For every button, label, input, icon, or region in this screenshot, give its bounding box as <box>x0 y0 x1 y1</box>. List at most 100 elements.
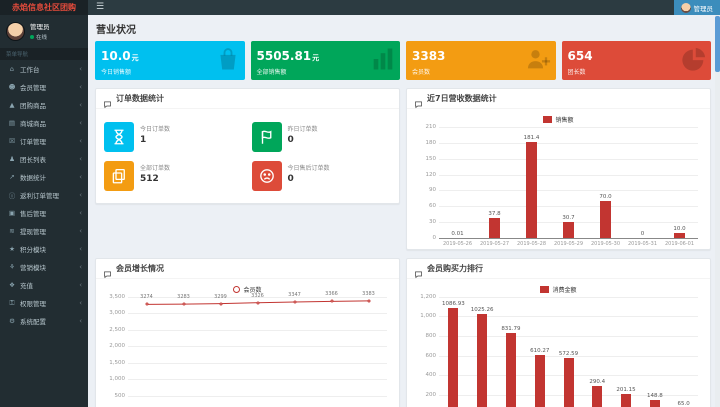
data-point[interactable] <box>145 302 148 306</box>
stat-label: 团长数 <box>567 69 586 76</box>
y-axis-tick-label: 1,200 <box>420 294 436 300</box>
revenue-chart-header: 近7日营收数据统计 <box>407 89 710 109</box>
revenue-chart-panel: 近7日营收数据统计 销售额 0 30 60 90 120 150 180 210 0.01 37.8… <box>406 88 711 250</box>
data-point[interactable] <box>182 302 185 306</box>
sidebar-item-10[interactable]: ★ 积分模块 ‹ <box>0 240 88 258</box>
sidebar-item-label: 返利订单管理 <box>20 192 59 200</box>
data-point[interactable] <box>219 302 222 306</box>
sidebar-item-3[interactable]: ▤ 商城商品 ‹ <box>0 114 88 132</box>
stat-value: 5505.81 <box>256 49 312 63</box>
bar[interactable] <box>674 232 685 238</box>
point-value-label: 3383 <box>362 290 375 297</box>
x-axis-tick-label: 2019-05-28 <box>516 241 547 247</box>
y-axis-tick-label: 600 <box>425 352 437 359</box>
user-add-icon <box>525 45 553 73</box>
bar-value-label: 201.15 <box>616 387 636 394</box>
sidebar-item-5[interactable]: ♟ 团长列表 ‹ <box>0 150 88 168</box>
stat-card-1[interactable]: 5505.81元 全部销售额 <box>250 41 400 80</box>
chevron-left-icon: ‹ <box>79 245 82 253</box>
data-point[interactable] <box>330 299 333 303</box>
sidebar-item-4[interactable]: ☒ 订单管理 ‹ <box>0 132 88 150</box>
y-axis-tick-label: 500 <box>114 392 126 399</box>
data-point[interactable] <box>367 299 370 303</box>
sidebar-menu: ⌂ 工作台 ‹ ☻ 会员管理 ‹ ▲ 团购商品 ‹ ▤ 商城商品 ‹ ☒ 订单管理 ‹ ♟ 团长列表 ‹ ↗ 数据统计… <box>0 60 88 330</box>
bar[interactable] <box>505 332 516 407</box>
tile-label: 今日售后订单数 <box>287 165 330 172</box>
bar[interactable] <box>592 385 603 407</box>
gridline <box>439 190 698 192</box>
gridline <box>128 297 387 298</box>
bar[interactable] <box>563 358 574 407</box>
sidebar-item-14[interactable]: ⚙ 系统配置 ‹ <box>0 312 88 330</box>
tile-label: 今日订单数 <box>140 126 171 133</box>
bar[interactable] <box>526 142 537 238</box>
menu-icon[interactable]: ☰ <box>96 2 105 12</box>
online-status: 在线 <box>30 33 50 41</box>
pie-chart-icon <box>680 45 708 73</box>
tile-label: 全部订单数 <box>140 165 171 172</box>
member-growth-panel: 会员增长情况 会员数05001,0001,5002,0002,5003,0003… <box>95 258 400 407</box>
stat-label: 会员数 <box>412 69 431 76</box>
stat-card-0[interactable]: 10.0元 今日销售额 <box>95 41 245 80</box>
bar[interactable] <box>649 399 660 407</box>
legend-swatch-icon <box>233 285 241 293</box>
bar[interactable] <box>489 218 500 238</box>
sidebar-item-6[interactable]: ↗ 数据统计 ‹ <box>0 168 88 186</box>
sidebar-item-11[interactable]: ⚘ 营销模块 ‹ <box>0 258 88 276</box>
sidebar-item-12[interactable]: ❖ 充值 ‹ <box>0 276 88 294</box>
gridline <box>128 379 387 381</box>
legend-swatch-icon <box>540 285 550 293</box>
sidebar-item-1[interactable]: ☻ 会员管理 ‹ <box>0 78 88 96</box>
gridline <box>128 313 387 315</box>
bar[interactable] <box>563 221 574 238</box>
auth-icon: ⚿ <box>9 298 15 307</box>
bar-value-label: 1086.93 <box>442 301 465 308</box>
stat-card-2[interactable]: 3383 会员数 <box>406 41 556 80</box>
data-point[interactable] <box>293 300 296 304</box>
main-content: 营业状况 10.0元 今日销售额 5505.81元 全部销售额 3383 会员数 654 团长… <box>88 15 720 407</box>
page-scrollbar <box>715 15 720 407</box>
stats-icon: ↗ <box>9 173 15 181</box>
bar[interactable] <box>448 308 459 407</box>
stat-card-3[interactable]: 654 团长数 <box>561 41 711 80</box>
user-menu[interactable]: 管理员 <box>673 0 720 15</box>
bar-value-label: 1025.26 <box>470 307 494 314</box>
chart-legend[interactable]: 销售额 <box>413 113 704 125</box>
sidebar-item-13[interactable]: ⚿ 权限管理 ‹ <box>0 294 88 312</box>
legend-label: 消费金额 <box>552 286 577 294</box>
avatar[interactable] <box>6 21 25 41</box>
brand-logo[interactable]: 赤焰信息社区团购 <box>0 0 88 15</box>
bar[interactable] <box>621 394 632 407</box>
data-point[interactable] <box>256 301 259 305</box>
sidebar-item-7[interactable]: ⓘ 返利订单管理 ‹ <box>0 186 88 204</box>
bar-value-label: 37.8 <box>488 211 501 218</box>
group-buy-icon: ▲ <box>9 101 15 109</box>
chart-legend[interactable]: 会员数 <box>102 283 393 295</box>
purchase-rank-header: 会员购买力排行 <box>407 259 710 279</box>
order-tiles: 今日订单数 1 昨日订单数 0 全部订单数 512 今日售后订单数 0 <box>96 109 399 203</box>
gridline <box>439 158 698 160</box>
sidebar-item-9[interactable]: ≋ 提现管理 ‹ <box>0 222 88 240</box>
gridline <box>439 335 698 337</box>
x-axis-tick-label: 2019-06-01 <box>664 241 695 247</box>
chevron-left-icon: ‹ <box>79 65 82 73</box>
sidebar-item-2[interactable]: ▲ 团购商品 ‹ <box>0 96 88 114</box>
bar[interactable] <box>534 354 545 407</box>
bar[interactable] <box>600 201 611 238</box>
bar-value-label: 70.0 <box>599 194 612 201</box>
aftersale-icon: ▣ <box>8 209 16 217</box>
bottom-row: 会员增长情况 会员数05001,0001,5002,0002,5003,0003… <box>95 258 711 407</box>
gridline <box>439 142 698 144</box>
sidebar-item-0[interactable]: ⌂ 工作台 ‹ <box>0 60 88 78</box>
stat-value: 654 <box>567 49 593 63</box>
bar[interactable] <box>477 314 488 407</box>
y-axis-tick-label: 1,000 <box>420 313 436 320</box>
legend-label: 销售额 <box>555 116 574 124</box>
sidebar-item-label: 团购商品 <box>20 102 46 110</box>
gridline <box>128 362 387 364</box>
home-icon: ⌂ <box>9 65 15 73</box>
chart-legend[interactable]: 消费金额 <box>413 283 704 295</box>
scrollbar-thumb[interactable] <box>715 16 720 72</box>
chevron-left-icon: ‹ <box>79 137 82 145</box>
sidebar-item-8[interactable]: ▣ 售后管理 ‹ <box>0 204 88 222</box>
